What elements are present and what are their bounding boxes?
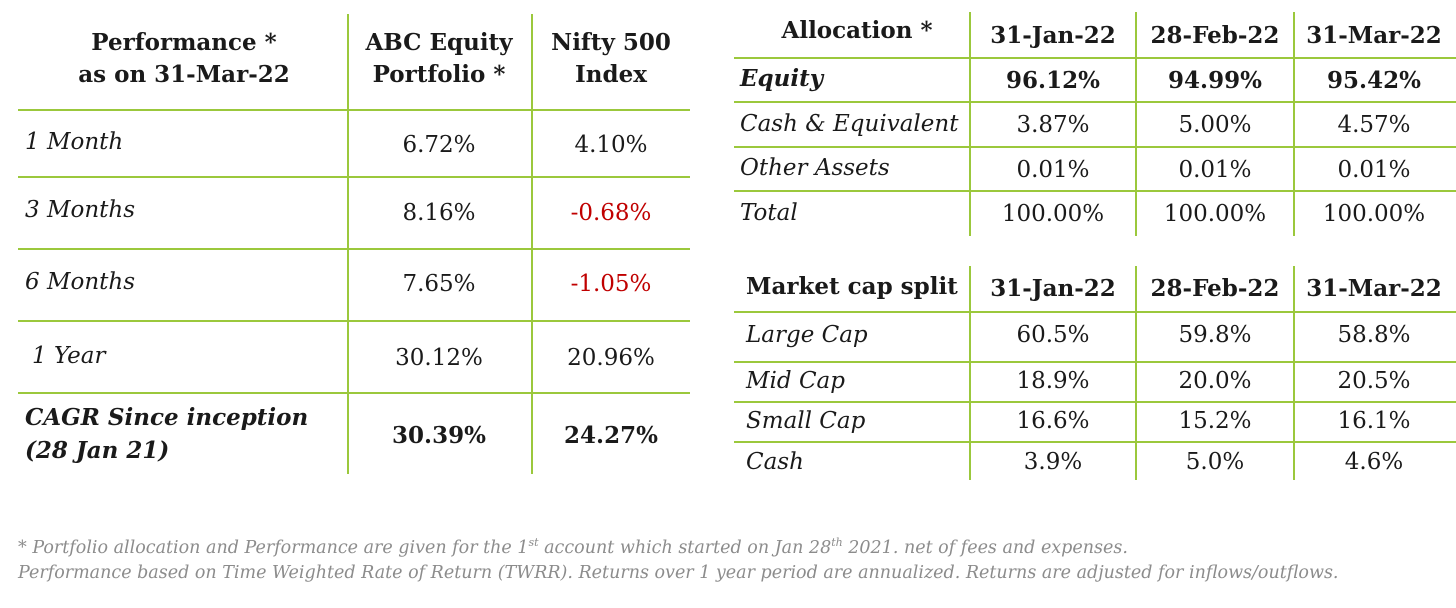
row-label: 1 Month <box>25 129 124 155</box>
cell-value: 5.0% <box>1185 449 1245 475</box>
cell-value: 16.6% <box>1016 408 1090 434</box>
cell-value: 20.5% <box>1337 368 1411 394</box>
cell-value: 5.00% <box>1178 112 1252 138</box>
row-label: Total <box>740 200 798 226</box>
header-date: 31-Mar-22 <box>1306 275 1442 302</box>
nifty-cagr: 24.27% <box>564 422 658 449</box>
header-abc-portfolio: Portfolio * <box>372 61 506 88</box>
footnote-text: 2021. net of fees and expenses. <box>842 537 1128 558</box>
row-label: Large Cap <box>746 322 868 348</box>
row-label: 1 Year <box>32 343 106 369</box>
cell-value: 3.87% <box>1016 112 1090 138</box>
cell-value: 18.9% <box>1016 368 1090 394</box>
grid-line <box>969 12 971 236</box>
cell-value: 59.8% <box>1178 322 1252 348</box>
row-label: Cash & Equivalent <box>740 111 959 137</box>
grid-line <box>734 441 1456 443</box>
abc-value: 6.72% <box>402 132 476 158</box>
header-date: 31-Jan-22 <box>990 275 1116 302</box>
grid-line <box>18 109 690 111</box>
cell-value: 20.0% <box>1178 368 1252 394</box>
cell-value: 100.00% <box>1163 201 1267 227</box>
cell-value: 0.01% <box>1337 157 1411 183</box>
header-allocation: Allocation * <box>781 17 933 44</box>
cell-value: 100.00% <box>1322 201 1426 227</box>
grid-line <box>734 190 1456 192</box>
header-index: Index <box>575 61 647 88</box>
header-market-cap: Market cap split <box>746 273 958 300</box>
cell-value: 96.12% <box>1006 67 1100 94</box>
grid-line <box>969 266 971 480</box>
nifty-value: -1.05% <box>570 271 652 297</box>
grid-line <box>18 320 690 322</box>
grid-line <box>347 14 349 474</box>
grid-line <box>531 14 533 474</box>
nifty-value: 20.96% <box>567 345 655 371</box>
grid-line <box>734 401 1456 403</box>
cell-value: 4.6% <box>1344 449 1404 475</box>
grid-line <box>734 361 1456 363</box>
grid-line <box>734 57 1456 59</box>
row-label: Cash <box>746 449 804 475</box>
footnote-text: * Portfolio allocation and Performance a… <box>18 537 529 558</box>
row-label: 6 Months <box>25 269 136 295</box>
cell-value: 15.2% <box>1178 408 1252 434</box>
row-label: Mid Cap <box>746 368 845 394</box>
header-date: 31-Mar-22 <box>1306 22 1442 49</box>
header-date: 28-Feb-22 <box>1150 275 1280 302</box>
cell-value: 100.00% <box>1001 201 1105 227</box>
footnote-line-2: Performance based on Time Weighted Rate … <box>18 563 1339 583</box>
grid-line <box>734 311 1456 313</box>
nifty-value: 4.10% <box>574 132 648 158</box>
row-label: 3 Months <box>25 197 136 223</box>
footnote-line-1: * Portfolio allocation and Performance a… <box>18 536 1128 558</box>
grid-line <box>734 146 1456 148</box>
header-nifty: Nifty 500 <box>551 29 671 56</box>
grid-line <box>1135 12 1137 236</box>
header-abc: ABC Equity <box>365 29 513 56</box>
abc-value: 7.65% <box>402 271 476 297</box>
cell-value: 0.01% <box>1178 157 1252 183</box>
header-date: 31-Jan-22 <box>990 22 1116 49</box>
cell-value: 16.1% <box>1337 408 1411 434</box>
nifty-value: -0.68% <box>570 200 652 226</box>
header-date: 28-Feb-22 <box>1150 22 1280 49</box>
abc-value: 8.16% <box>402 200 476 226</box>
cell-value: 58.8% <box>1337 322 1411 348</box>
grid-line <box>734 101 1456 103</box>
row-label: Equity <box>740 65 824 92</box>
header-performance: Performance * <box>91 29 277 56</box>
cell-value: 3.9% <box>1023 449 1083 475</box>
cagr-date: (28 Jan 21) <box>25 437 170 464</box>
footnote-text: account which started on Jan 28 <box>538 537 832 558</box>
footnote-superscript: th <box>831 536 843 549</box>
footnote-superscript: st <box>528 536 539 549</box>
cell-value: 60.5% <box>1016 322 1090 348</box>
cell-value: 4.57% <box>1337 112 1411 138</box>
row-label: Other Assets <box>740 155 890 181</box>
abc-cagr: 30.39% <box>392 422 486 449</box>
cell-value: 95.42% <box>1327 67 1421 94</box>
grid-line <box>1135 266 1137 480</box>
cagr-label: CAGR Since inception <box>25 404 309 431</box>
grid-line <box>18 392 690 394</box>
cell-value: 94.99% <box>1168 67 1262 94</box>
header-as-on: as on 31-Mar-22 <box>78 61 290 88</box>
row-label: Small Cap <box>746 408 866 434</box>
abc-value: 30.12% <box>395 345 483 371</box>
cell-value: 0.01% <box>1016 157 1090 183</box>
grid-line <box>1293 12 1295 236</box>
grid-line <box>1293 266 1295 480</box>
grid-line <box>18 176 690 178</box>
grid-line <box>18 248 690 250</box>
